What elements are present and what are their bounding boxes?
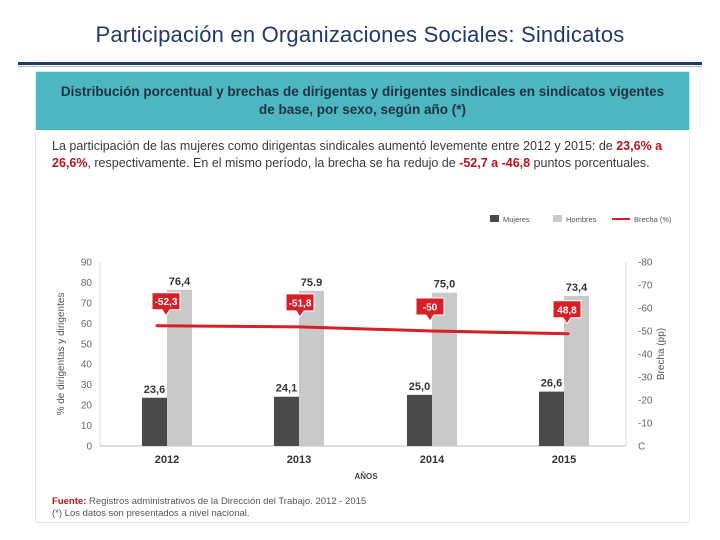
- bar-label-mujeres: 23,6: [144, 384, 165, 396]
- brecha-callout: [151, 292, 181, 317]
- bar-label-mujeres: 25,0: [409, 381, 430, 393]
- y-tick-label: 70: [81, 298, 93, 309]
- title-divider-thin: [18, 66, 702, 67]
- y-tick-label: 0: [86, 442, 92, 453]
- slide-title: Participación en Organizaciones Sociales…: [95, 22, 625, 47]
- x-tick-label: 2012: [155, 454, 179, 466]
- bar-label-hombres: 75,0: [434, 279, 455, 291]
- y2-tick-label: -80: [638, 258, 653, 269]
- y-tick-label: 60: [81, 319, 93, 330]
- y-tick-label: 20: [81, 401, 93, 412]
- y-tick-label: 40: [81, 360, 93, 371]
- y-tick-label: 10: [81, 421, 93, 432]
- header-line-1: Distribución porcentual y brechas de dir…: [60, 84, 665, 99]
- brecha-callout-label: -50: [423, 303, 438, 314]
- y2-tick-label: -40: [638, 350, 653, 361]
- brecha-callout-label: -51,8: [289, 298, 312, 309]
- intro-text-1: La participación de las mujeres como dir…: [52, 139, 617, 153]
- brecha-callout: [285, 293, 315, 318]
- y2-tick-label: -70: [638, 281, 653, 292]
- bar-hombres: [167, 289, 192, 446]
- y-axis-title: % de dirigentas y dirigentes: [56, 293, 67, 416]
- brecha-callout: [552, 300, 582, 325]
- y2-tick-label: -10: [638, 419, 653, 430]
- title-divider: [18, 62, 702, 65]
- legend-label-brecha: Brecha (%): [634, 215, 672, 224]
- footnote: (*) Los datos son presentados a nivel na…: [52, 508, 250, 519]
- bar-mujeres: [274, 396, 299, 446]
- y2-axis-title: Brecha (pp): [656, 328, 667, 380]
- infographic-panel: Distribución porcentual y brechas de dir…: [36, 72, 689, 522]
- bar-label-mujeres: 26,6: [541, 378, 562, 390]
- y-tick-label: 90: [81, 258, 93, 269]
- bar-label-mujeres: 24,1: [276, 383, 297, 395]
- legend-label-hombres: Hombres: [566, 215, 597, 224]
- bar-label-hombres: 75.9: [301, 277, 322, 289]
- bar-mujeres: [539, 391, 564, 446]
- brecha-line: [155, 324, 570, 336]
- brecha-callout: [415, 297, 445, 322]
- y-tick-label: 50: [81, 339, 93, 350]
- x-tick-label: 2015: [552, 454, 576, 466]
- bar-hombres: [432, 292, 457, 446]
- brecha-callout-label: -52,3: [155, 297, 178, 308]
- source-label: Fuente:: [52, 496, 87, 507]
- bar-mujeres: [407, 394, 432, 446]
- x-axis-title: AÑOS: [354, 472, 378, 481]
- intro-highlight-1: 23,6% a 26,6%: [52, 139, 663, 170]
- y2-tick-label: -30: [638, 373, 653, 384]
- y2-tick-label: -50: [638, 327, 653, 338]
- brecha-callout-label: 48,8: [557, 305, 577, 316]
- source-line: Fuente: Registros administrativos de la …: [52, 496, 366, 508]
- legend-swatch-hombres: [553, 215, 562, 222]
- bar-label-hombres: 76,4: [169, 276, 191, 288]
- y2-tick-label: -60: [638, 304, 653, 315]
- intro-highlight-2: -52,7 a -46,8: [459, 156, 531, 170]
- y-tick-label: 80: [81, 278, 93, 289]
- y2-tick-label: C: [638, 442, 645, 453]
- bar-label-hombres: 73,4: [566, 282, 588, 294]
- source-note: Fuente: Registros administrativos de la …: [52, 496, 366, 520]
- x-tick-label: 2013: [287, 454, 311, 466]
- intro-paragraph: La participación de las mujeres como dir…: [52, 138, 682, 172]
- bar-mujeres: [142, 397, 167, 446]
- y2-tick-label: -20: [638, 396, 653, 407]
- x-tick-label: 2014: [420, 454, 445, 466]
- legend-label-mujeres: Mujeres: [503, 215, 530, 224]
- infographic-header: Distribución porcentual y brechas de dir…: [36, 72, 689, 130]
- intro-text-2: , respectivamente. En el mismo período, …: [87, 156, 460, 170]
- bar-hombres: [299, 290, 324, 446]
- y-tick-label: 30: [81, 380, 93, 391]
- source-text: Registros administrativos de la Direcció…: [86, 496, 367, 507]
- intro-text-3: puntos porcentuales.: [530, 156, 650, 170]
- bar-chart: Mujeres Hombres Brecha (%) 0 10 20 30 40 50 60 70 8…: [56, 215, 672, 481]
- legend-swatch-mujeres: [490, 215, 499, 222]
- header-line-2: de base, por sexo, según año (*): [258, 102, 467, 117]
